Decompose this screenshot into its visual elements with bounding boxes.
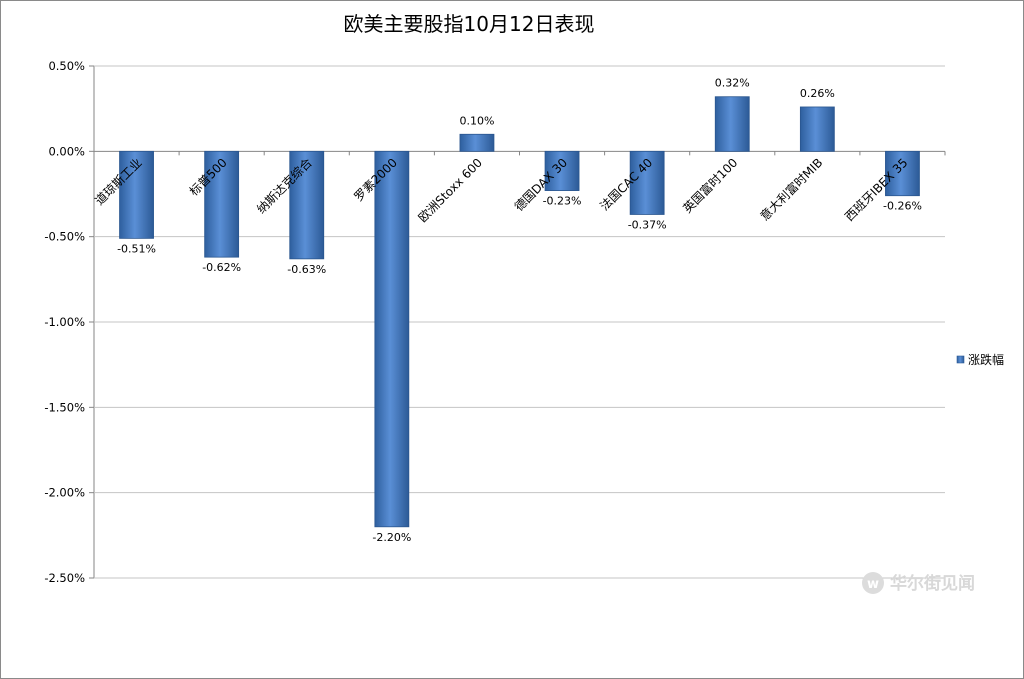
bar xyxy=(544,150,580,191)
data-label: 0.26% xyxy=(800,87,835,100)
y-tick-label: -2.00% xyxy=(44,486,85,500)
data-label: 0.10% xyxy=(459,114,494,127)
bar xyxy=(374,150,410,528)
watermark: w 华尔街见闻 xyxy=(862,572,975,594)
data-label: -0.23% xyxy=(543,195,582,208)
y-axis-ticks: 0.50% 0.00% -0.50% -1.00% -1.50% -2.00% -2.50% xyxy=(44,59,85,585)
legend: 涨跌幅 xyxy=(956,352,1004,367)
data-label: -0.26% xyxy=(883,200,922,213)
data-label: -0.37% xyxy=(628,218,667,231)
chart-title: 欧美主要股指10月12日表现 xyxy=(344,12,595,36)
bar xyxy=(629,150,665,215)
category-label: 英国富时100 xyxy=(680,155,741,216)
category-label: 欧洲Stoxx 600 xyxy=(416,156,485,225)
bars xyxy=(119,96,920,528)
data-label: -2.20% xyxy=(372,531,411,544)
bar xyxy=(289,150,325,260)
legend-label: 涨跌幅 xyxy=(968,352,1004,367)
watermark-logo-glyph: w xyxy=(867,577,879,592)
bar xyxy=(119,150,154,239)
y-tick-label: 0.50% xyxy=(48,59,85,73)
y-tick-label: -0.50% xyxy=(44,230,85,244)
y-tick-label: -1.00% xyxy=(44,315,85,329)
bar xyxy=(885,150,920,197)
data-label: -0.51% xyxy=(117,242,156,255)
data-label: -0.63% xyxy=(287,263,326,276)
data-label: -0.62% xyxy=(202,261,241,274)
bar xyxy=(714,96,750,152)
y-tick-label: -2.50% xyxy=(44,571,85,585)
legend-swatch xyxy=(956,355,965,364)
bar xyxy=(459,133,495,152)
category-label: 意大利富时MIB xyxy=(757,155,826,224)
bar xyxy=(204,150,240,258)
data-labels: -0.51% -0.62% -0.63% -2.20% 0.10% -0.23% -0.37… xyxy=(117,77,922,544)
gridlines xyxy=(89,65,946,579)
watermark-logo-icon xyxy=(862,572,884,594)
watermark-text: 华尔街见闻 xyxy=(890,573,975,594)
y-tick-label: -1.50% xyxy=(44,400,85,414)
y-tick-label: 0.00% xyxy=(48,144,85,158)
bar xyxy=(799,106,835,152)
data-label: 0.32% xyxy=(715,77,750,90)
